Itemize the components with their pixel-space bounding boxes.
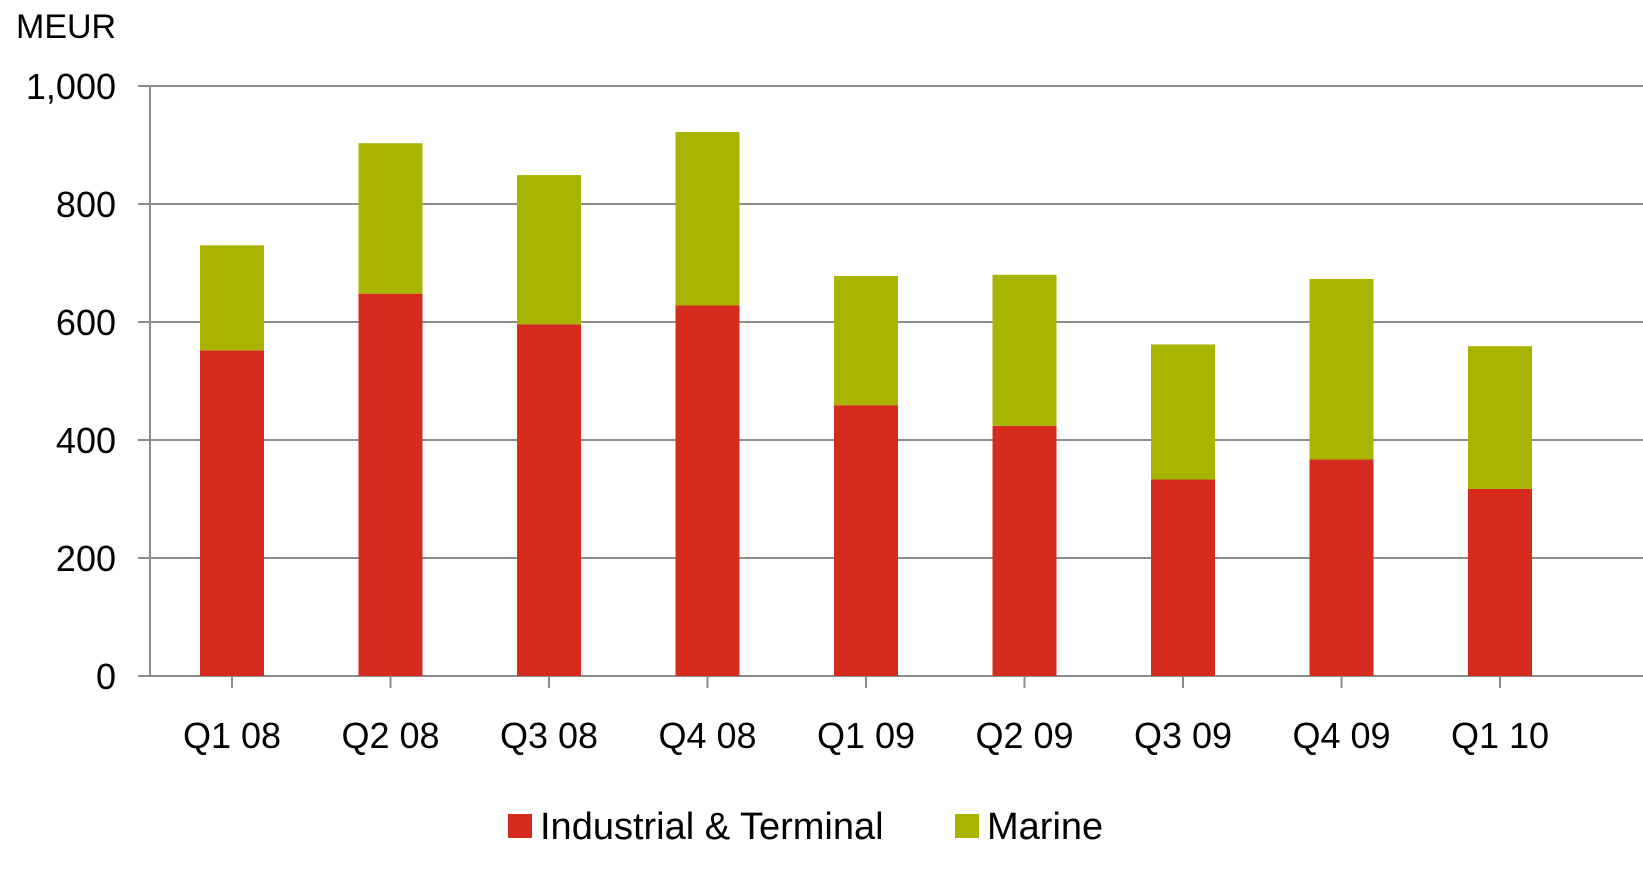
- bar-segment-industrial-terminal: [200, 350, 264, 676]
- x-tick-label: Q2 09: [975, 715, 1073, 756]
- y-tick-label: 0: [96, 656, 116, 697]
- y-tick-label: 800: [56, 184, 116, 225]
- y-tick-labels: 0 200 400 600 800 1,000: [26, 66, 116, 697]
- y-tick-label: 400: [56, 420, 116, 461]
- y-tick-label: 1,000: [26, 66, 116, 107]
- bar-segment-industrial-terminal: [834, 405, 898, 676]
- y-tick-label: 200: [56, 538, 116, 579]
- bar-segment-marine: [1468, 346, 1532, 489]
- bar-segment-marine: [1309, 278, 1374, 460]
- bar-segment-industrial-terminal: [1151, 479, 1215, 676]
- x-tick-label: Q1 08: [183, 715, 281, 756]
- x-tick-label: Q3 08: [500, 715, 598, 756]
- legend-swatch: [508, 814, 532, 838]
- bar-segment-industrial-terminal: [675, 305, 740, 676]
- legend: Industrial & Terminal Marine: [508, 806, 1103, 848]
- y-axis-unit-label: MEUR: [16, 8, 116, 46]
- bar-segment-marine: [1151, 344, 1215, 480]
- bar-segment-industrial-terminal: [1309, 459, 1374, 676]
- bar-segment-marine: [200, 245, 264, 351]
- bar-segment-marine: [675, 132, 740, 306]
- bar-segment-industrial-terminal: [358, 293, 423, 676]
- x-tick-label: Q4 09: [1292, 715, 1390, 756]
- x-tick-label: Q2 08: [341, 715, 439, 756]
- y-tick-label: 600: [56, 302, 116, 343]
- bar-segment-marine: [517, 175, 581, 325]
- legend-swatch: [955, 814, 979, 838]
- x-tick-labels: Q1 08 Q2 08 Q3 08 Q4 08 Q1 09 Q2 09 Q3 09 Q4 09…: [183, 715, 1549, 756]
- bar-segment-industrial-terminal: [1468, 488, 1532, 676]
- legend-label: Industrial & Terminal: [540, 806, 884, 848]
- bar-segment-marine: [834, 275, 898, 406]
- bar-segment-marine: [992, 274, 1057, 426]
- x-tick-label: Q1 10: [1451, 715, 1549, 756]
- bar-segment-industrial-terminal: [992, 425, 1057, 676]
- bar-segment-marine: [358, 143, 423, 294]
- bar-segment-industrial-terminal: [517, 324, 581, 676]
- bars: [200, 132, 1532, 676]
- legend-label: Marine: [987, 806, 1103, 848]
- x-tick-label: Q3 09: [1134, 715, 1232, 756]
- x-tick-label: Q1 09: [817, 715, 915, 756]
- x-tick-label: Q4 08: [658, 715, 756, 756]
